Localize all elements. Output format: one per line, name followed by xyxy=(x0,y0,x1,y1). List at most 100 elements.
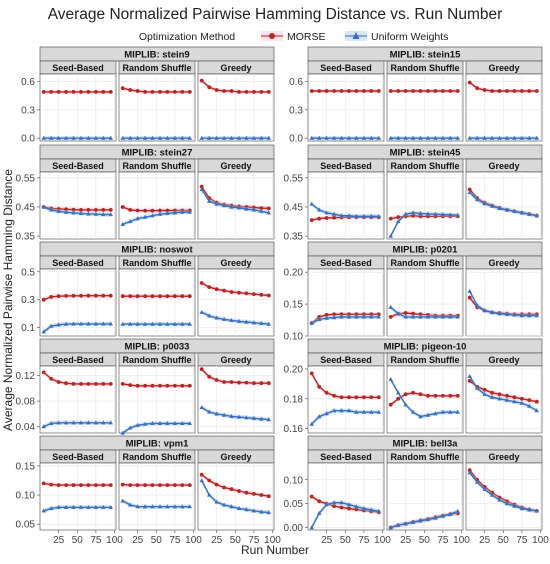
data-point-morse xyxy=(259,493,264,497)
y-tick-label: 0.00 xyxy=(284,523,304,534)
data-point-uniform-weights xyxy=(354,504,359,509)
data-point-uniform-weights xyxy=(410,409,416,414)
series-line-uniform-weights xyxy=(311,203,379,218)
data-point-morse xyxy=(244,490,249,495)
data-point-uniform-weights xyxy=(135,216,140,221)
data-point-uniform-weights xyxy=(259,509,264,514)
data-point-morse xyxy=(244,90,249,94)
series-band-uniform-weights xyxy=(469,190,537,218)
data-point-uniform-weights xyxy=(120,321,125,326)
data-point-morse xyxy=(332,89,336,93)
data-point-uniform-weights xyxy=(403,402,408,407)
data-point-uniform-weights xyxy=(376,213,381,218)
series-line-uniform-weights xyxy=(43,422,111,428)
data-point-uniform-weights xyxy=(448,212,453,217)
data-point-morse xyxy=(180,294,185,299)
legend-item-morse: MORSE xyxy=(261,31,326,43)
data-point-uniform-weights xyxy=(120,430,125,435)
data-point-uniform-weights xyxy=(369,213,374,218)
facet-grid: MIPLIB: stein9 Seed-Based 0.0 0.3 0.6 Random … xyxy=(16,46,549,546)
data-point-morse xyxy=(49,376,54,381)
data-point-uniform-weights xyxy=(504,397,510,402)
x-tick-label: 75 xyxy=(437,535,449,546)
data-point-morse xyxy=(252,381,256,386)
data-point-morse xyxy=(490,390,494,395)
data-point-uniform-weights xyxy=(150,421,155,425)
method-strip-label: Greedy xyxy=(488,355,519,365)
data-point-uniform-weights xyxy=(49,207,54,212)
data-point-morse xyxy=(520,396,524,401)
data-point-uniform-weights xyxy=(71,135,76,140)
data-point-uniform-weights xyxy=(120,222,125,226)
data-point-uniform-weights xyxy=(251,415,257,420)
series-band-morse xyxy=(201,472,269,499)
data-point-uniform-weights xyxy=(56,322,61,327)
series-line-morse xyxy=(390,392,458,406)
data-point-morse xyxy=(41,297,46,302)
data-point-uniform-weights xyxy=(475,385,480,390)
x-tick-label: 75 xyxy=(248,535,260,546)
series-line-morse xyxy=(43,206,111,211)
series-band-uniform-weights xyxy=(201,187,269,215)
data-point-uniform-weights xyxy=(78,211,84,215)
data-point-morse xyxy=(214,378,219,382)
data-point-uniform-weights xyxy=(512,399,517,404)
data-point-uniform-weights xyxy=(410,519,416,524)
data-point-uniform-weights xyxy=(142,214,148,219)
data-point-morse xyxy=(467,80,472,85)
data-point-morse xyxy=(71,207,76,212)
legend-uniform-marker xyxy=(352,32,360,39)
method-strip-label: Random Shuffle xyxy=(391,161,460,171)
data-point-uniform-weights xyxy=(78,504,84,509)
data-point-uniform-weights xyxy=(172,321,178,326)
data-point-uniform-weights xyxy=(527,313,532,318)
series-line-uniform-weights xyxy=(201,189,269,214)
data-point-morse xyxy=(128,208,133,212)
data-point-uniform-weights xyxy=(361,314,367,319)
series-line-uniform-weights xyxy=(43,323,111,333)
data-point-uniform-weights xyxy=(199,405,204,410)
method-strip-label: Greedy xyxy=(220,161,251,171)
data-point-uniform-weights xyxy=(309,135,314,140)
data-point-morse xyxy=(49,482,54,487)
series-line-morse xyxy=(311,495,379,513)
data-point-morse xyxy=(441,89,445,93)
data-point-morse xyxy=(94,208,98,212)
plot-area xyxy=(307,365,385,434)
data-point-uniform-weights xyxy=(324,315,329,320)
data-point-morse xyxy=(165,90,170,94)
series-line-uniform-weights xyxy=(469,472,537,512)
data-point-uniform-weights xyxy=(475,303,480,307)
data-point-uniform-weights xyxy=(71,420,76,425)
data-point-uniform-weights xyxy=(324,210,329,215)
data-point-morse xyxy=(150,383,155,388)
series-line-uniform-weights xyxy=(469,191,537,217)
data-point-morse xyxy=(101,90,106,94)
data-point-uniform-weights xyxy=(331,408,337,413)
data-point-uniform-weights xyxy=(410,210,416,215)
data-point-uniform-weights xyxy=(339,135,344,140)
data-point-uniform-weights xyxy=(180,135,185,140)
facet-miplib-pigeon-10: MIPLIB: pigeon-10 Seed-Based 0.16 0.18 0.20 R… xyxy=(284,338,543,435)
data-point-uniform-weights xyxy=(101,135,106,140)
data-point-uniform-weights xyxy=(199,135,204,140)
data-point-uniform-weights xyxy=(229,504,234,509)
data-point-morse xyxy=(354,312,359,317)
data-point-morse xyxy=(135,383,140,388)
x-tick-label: 50 xyxy=(498,535,510,546)
y-tick-label: 0.45 xyxy=(284,202,304,213)
facet-miplib-vpm1: MIPLIB: vpm1 Seed-Based 0.05 0.10 0.15 25 50 75… xyxy=(16,435,281,546)
y-tick-label: 0.20 xyxy=(284,364,304,375)
facet-miplib-noswot: MIPLIB: noswot Seed-Based 0.1 0.3 0.5 Random … xyxy=(21,241,275,337)
series-band-morse xyxy=(469,187,537,218)
data-point-morse xyxy=(214,482,219,487)
data-point-morse xyxy=(411,390,415,395)
data-point-uniform-weights xyxy=(361,135,367,140)
data-point-uniform-weights xyxy=(142,135,148,140)
series-line-uniform-weights xyxy=(43,506,111,512)
panel-greedy: Greedy xyxy=(197,352,275,434)
data-point-morse xyxy=(150,90,155,94)
data-point-morse xyxy=(324,216,329,220)
data-point-uniform-weights xyxy=(527,135,532,140)
data-point-morse xyxy=(520,89,524,93)
